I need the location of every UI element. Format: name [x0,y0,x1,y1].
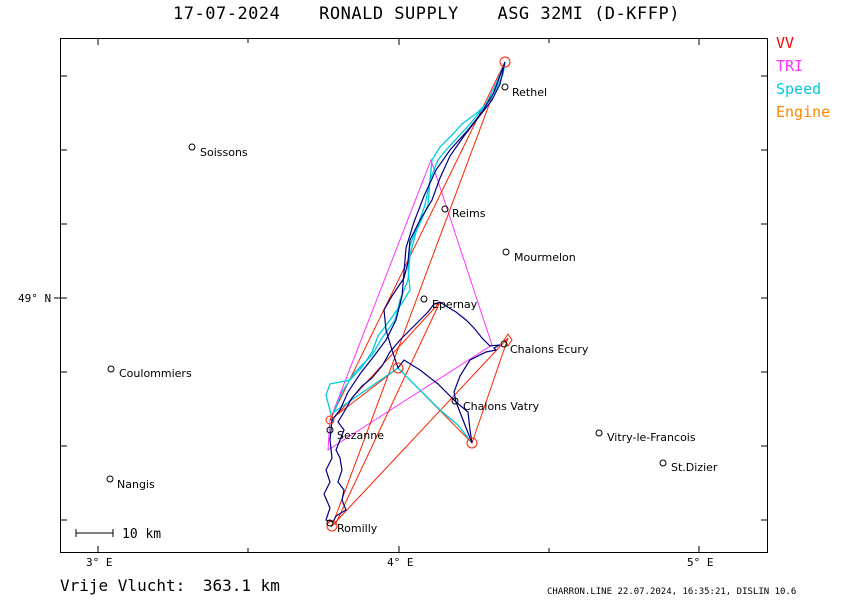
lat-label-49n: 49° N [18,292,51,305]
turnpoint-rethel [499,56,511,68]
town-marker-reims [441,205,449,213]
town-marker-coulommiers [107,365,115,373]
town-label-chalons-ecury: Chalons Ecury [510,343,589,356]
scale-bar-label: 10 km [122,527,161,542]
legend-tri: TRI [776,57,804,75]
town-label-sezanne: Sezanne [337,429,384,442]
town-marker-romilly [326,519,334,527]
town-label-chalons-vatry: Chalons Vatry [463,400,540,413]
town-label-mourmelon: Mourmelon [514,251,576,264]
legend-engine: Engine [776,103,831,121]
flight-date: 17-07-2024 [173,4,281,24]
lon-label-5e: 5° E [687,556,714,569]
speed-track [325,61,506,444]
town-marker-st-dizier [659,459,667,467]
glider-type: ASG 32MI (D-KFFP) [497,4,680,24]
map-frame [60,38,768,553]
town-marker-rethel [501,83,509,91]
tick-marks [54,38,768,553]
credit-line: CHARRON.LINE 22.07.2024, 16:35:21, DISLI… [547,587,797,597]
town-label-epernay: Epernay [432,298,478,311]
town-label-romilly: Romilly [337,522,378,535]
turnpoint-mid [392,362,404,374]
town-markers [106,83,667,527]
lon-label-3e: 3° E [86,556,113,569]
pilot-name: RONALD SUPPLY [319,4,459,24]
town-marker-nangis [106,475,114,483]
town-marker-vitry [595,429,603,437]
town-label-reims: Reims [452,207,486,220]
turnpoint-ecury [503,333,513,347]
turnpoint-vatry [466,437,478,449]
distance-summary: Vrije Vlucht: 363.1 km [60,576,280,595]
town-label-nangis: Nangis [117,478,155,491]
tri-route [327,158,493,451]
town-marker-mourmelon [502,248,510,256]
lon-label-4e: 4° E [387,556,414,569]
town-marker-sezanne [326,426,334,434]
vv-route [329,61,509,528]
town-label-rethel: Rethel [512,86,547,99]
town-label-soissons: Soissons [200,146,248,159]
distance-value: 363.1 km [202,576,280,595]
town-label-st-dizier: St.Dizier [671,461,718,474]
legend-vv: VV [776,34,795,52]
town-marker-soissons [188,143,196,151]
scale-bar: 10 km [75,527,161,542]
town-marker-epernay [420,295,428,303]
legend-speed: Speed [776,80,822,98]
town-label-vitry: Vitry-le-Francois [607,431,696,444]
town-marker-chalons-vatry [451,397,459,405]
turnpoint-sezanne [325,415,335,425]
distance-label: Vrije Vlucht: [60,576,186,595]
map-title: 17-07-2024 RONALD SUPPLY ASG 32MI (D-KFF… [0,4,853,24]
town-marker-chalons-ecury [500,340,508,348]
glider-track [323,61,506,523]
town-label-coulommiers: Coulommiers [119,367,192,380]
